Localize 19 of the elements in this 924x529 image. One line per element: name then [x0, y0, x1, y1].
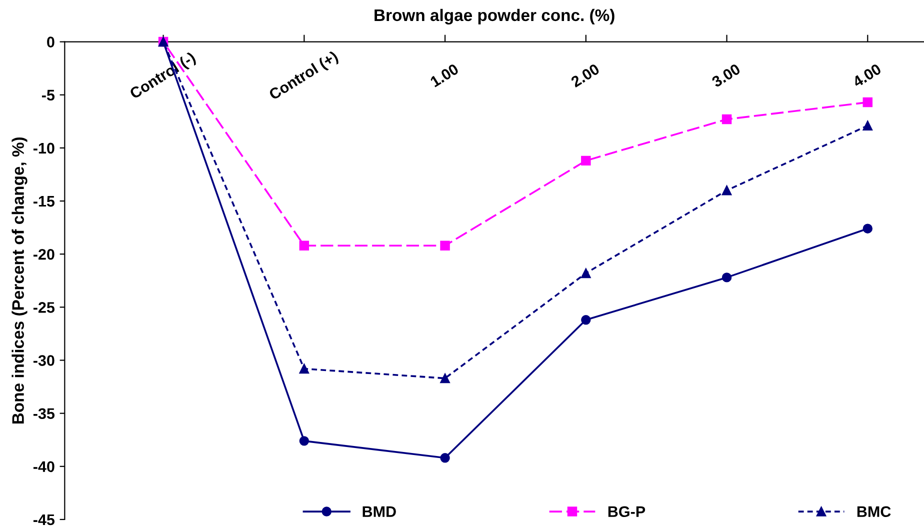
- y-axis-title: Bone indices (Percent of change, %): [12, 137, 28, 424]
- y-tick-label: -10: [33, 142, 54, 154]
- y-tick-label: -30: [33, 355, 54, 366]
- x-axis-title: Brown algae powder conc. (%): [374, 8, 614, 24]
- y-tick-label: -35: [33, 408, 55, 420]
- legend-label: BMD: [362, 506, 396, 517]
- y-tick-label: -45: [33, 514, 55, 526]
- legend-label: BMC: [857, 506, 891, 518]
- x-tick-label: 2.00: [570, 63, 600, 88]
- y-tick-label: 0: [47, 36, 54, 48]
- y-tick-label: -20: [33, 248, 54, 260]
- y-tick-label: -40: [33, 461, 54, 472]
- y-tick-label: -15: [33, 196, 55, 207]
- x-tick-label: 3.00: [710, 63, 742, 88]
- x-tick-label: 1.00: [430, 63, 460, 88]
- x-tick-label: 4.00: [852, 63, 882, 88]
- y-tick-label: -25: [33, 302, 55, 313]
- legend-label: BG-P: [608, 506, 646, 518]
- y-tick-label: -5: [42, 90, 55, 101]
